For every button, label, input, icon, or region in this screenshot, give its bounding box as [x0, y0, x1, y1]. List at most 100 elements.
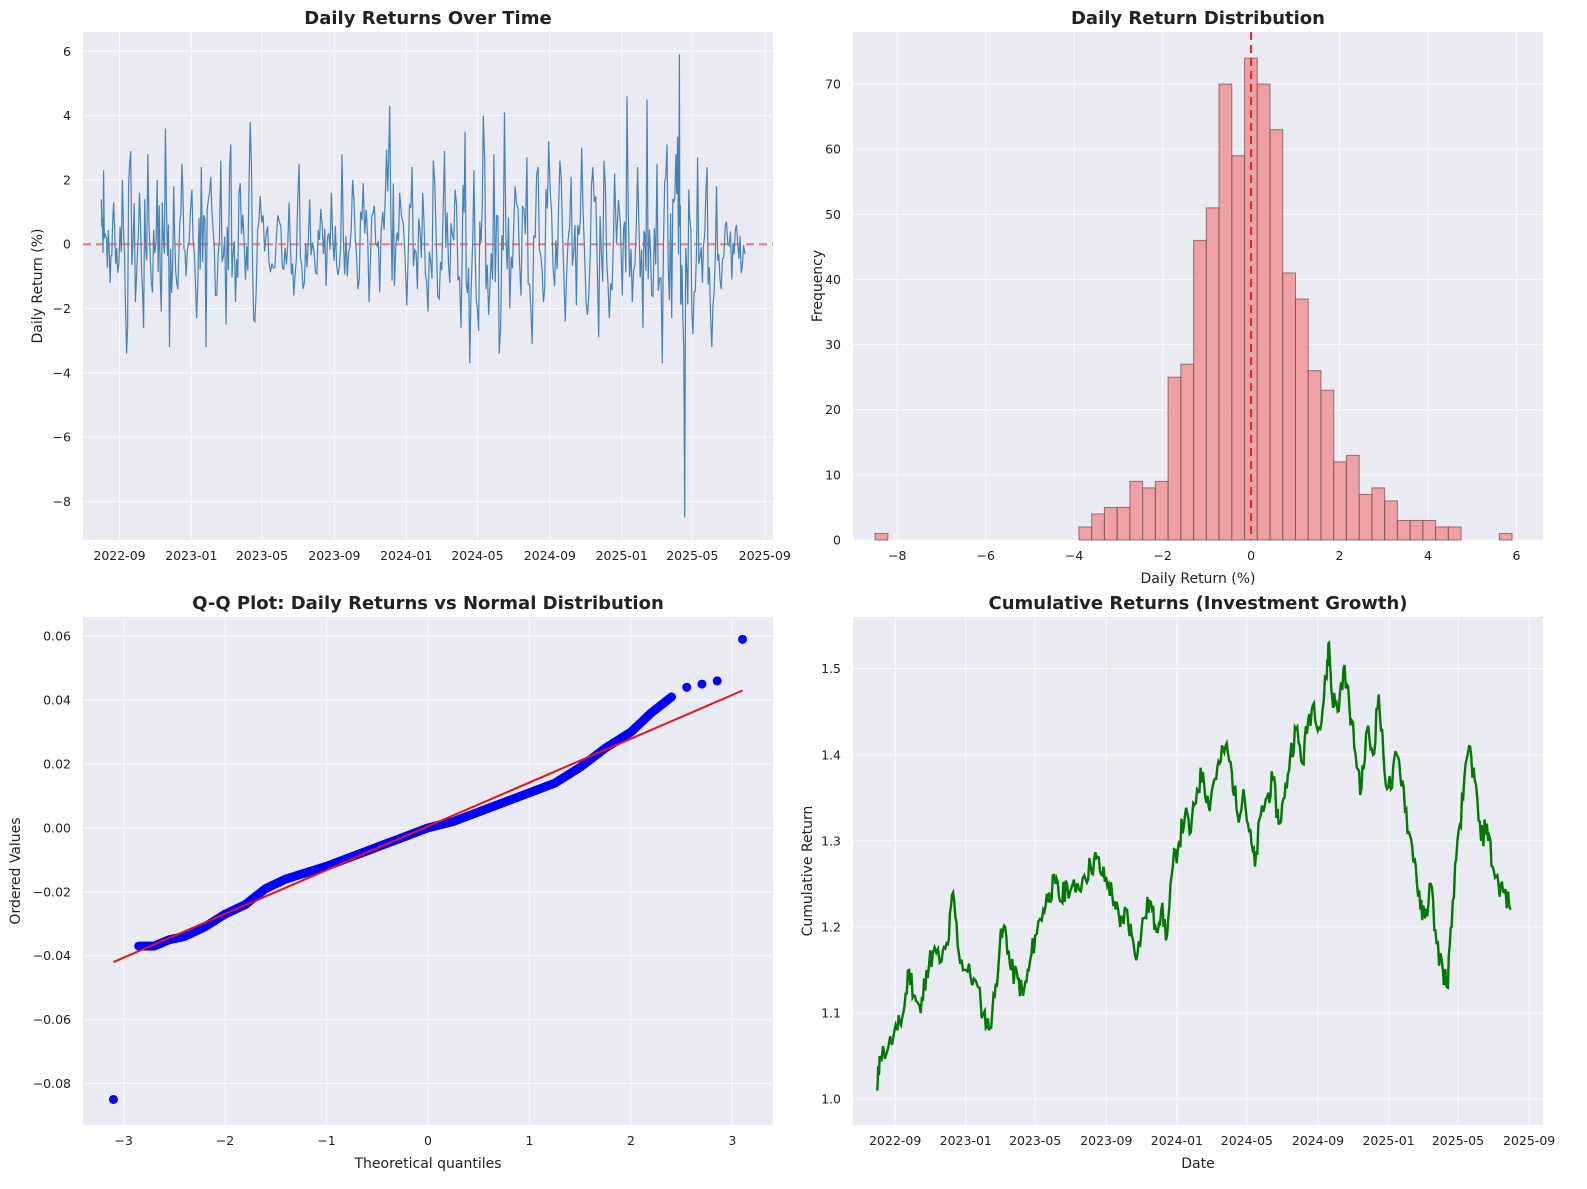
y-tick-label: 1.5 — [821, 661, 841, 676]
y-tick-label: 30 — [825, 337, 841, 352]
y-tick-label: −8 — [53, 494, 71, 509]
qq-point — [697, 679, 707, 689]
histogram-bar — [1180, 363, 1195, 541]
y-tick-label: 0.02 — [43, 756, 71, 771]
qq-point — [738, 634, 748, 644]
y-tick-label: 0.06 — [43, 629, 71, 644]
y-tick-label: 50 — [825, 207, 841, 222]
chart-title: Daily Return Distribution — [1071, 8, 1325, 29]
x-tick-label: 2025-09 — [739, 548, 791, 563]
x-tick-label: 2023-01 — [940, 1133, 992, 1148]
histogram-bar — [1116, 506, 1131, 541]
y-tick-label: 10 — [825, 467, 841, 482]
x-tick-label: 2024-09 — [1292, 1133, 1344, 1148]
y-tick-label: 1.3 — [821, 833, 841, 848]
y-tick-label: −0.06 — [33, 1012, 71, 1027]
histogram-bar — [1333, 461, 1347, 541]
qq-point — [667, 692, 677, 702]
y-tick-label: 1.0 — [821, 1092, 841, 1107]
y-tick-label: −2 — [53, 301, 71, 316]
x-tick-label: 2023-01 — [165, 548, 217, 563]
x-tick-label: 0 — [1247, 548, 1255, 563]
x-tick-label: 4 — [1424, 548, 1432, 563]
histogram-bar — [1103, 506, 1118, 541]
qq-fit-line — [113, 689, 743, 963]
histogram-bar — [1409, 519, 1424, 541]
y-tick-label: 2 — [63, 172, 71, 187]
histogram-bar — [1384, 500, 1398, 541]
y-axis-label: Cumulative Return — [800, 806, 816, 937]
y-tick-label: −0.02 — [33, 884, 71, 899]
x-tick-label: 2024-01 — [1151, 1133, 1203, 1148]
returns-series-line — [100, 54, 747, 518]
x-tick-label: −1 — [317, 1133, 335, 1148]
y-axis-label: Frequency — [810, 250, 826, 322]
histogram-bar — [1256, 83, 1271, 541]
histogram-bar — [1498, 532, 1513, 541]
x-tick-label: 2 — [627, 1133, 635, 1148]
y-tick-label: 70 — [825, 77, 841, 92]
histogram-bar — [1078, 526, 1093, 541]
plot-area — [853, 617, 1543, 1125]
x-tick-label: −4 — [1065, 548, 1083, 563]
histogram-bar — [1154, 480, 1169, 541]
y-tick-label: 60 — [825, 142, 841, 157]
histogram-bar — [874, 532, 889, 541]
y-tick-label: 40 — [825, 272, 841, 287]
histogram-bar — [1435, 526, 1449, 541]
x-tick-label: 6 — [1512, 548, 1520, 563]
y-tick-label: 0.04 — [43, 693, 71, 708]
chart-title: Daily Returns Over Time — [304, 8, 551, 29]
histogram-bar — [1282, 272, 1296, 541]
x-tick-label: 2022-09 — [869, 1133, 921, 1148]
y-tick-label: 0 — [63, 237, 71, 252]
x-tick-label: 2023-05 — [236, 548, 288, 563]
histogram-bar — [1294, 298, 1309, 541]
panel-cumulative-returns: Cumulative Returns (Investment Growth) D… — [800, 593, 1555, 1172]
y-tick-label: −6 — [53, 430, 71, 445]
y-tick-label: 1.1 — [821, 1006, 841, 1021]
panel-daily-returns: Daily Returns Over Time Daily Return (%)… — [30, 8, 791, 563]
histogram-bar — [1358, 493, 1373, 541]
y-tick-label: 0 — [833, 533, 841, 548]
x-tick-label: 2025-09 — [1503, 1133, 1555, 1148]
y-tick-label: 1.4 — [821, 747, 841, 762]
x-tick-label: 2023-05 — [1009, 1133, 1061, 1148]
y-tick-label: 6 — [63, 44, 71, 59]
y-tick-label: 1.2 — [821, 919, 841, 934]
x-tick-label: −2 — [216, 1133, 234, 1148]
y-axis-label: Daily Return (%) — [30, 228, 46, 343]
histogram-bar — [1345, 454, 1360, 541]
histogram-bar — [1167, 376, 1182, 541]
histogram-bar — [1447, 526, 1462, 541]
x-tick-label: 2024-05 — [451, 548, 503, 563]
histogram-bar — [1307, 370, 1322, 541]
x-tick-label: −3 — [114, 1133, 132, 1148]
y-tick-label: −0.08 — [33, 1076, 71, 1091]
histogram-bar — [1218, 83, 1233, 541]
histogram-bar — [1396, 519, 1411, 541]
x-tick-label: 0 — [424, 1133, 432, 1148]
x-tick-label: 2024-01 — [380, 548, 432, 563]
chart-title: Cumulative Returns (Investment Growth) — [989, 593, 1408, 614]
x-tick-label: −6 — [976, 548, 994, 563]
y-tick-label: 20 — [825, 402, 841, 417]
chart-title: Q-Q Plot: Daily Returns vs Normal Distri… — [192, 593, 664, 614]
y-tick-label: 4 — [63, 108, 71, 123]
x-tick-label: 2 — [1336, 548, 1344, 563]
y-tick-label: −0.04 — [33, 948, 71, 963]
histogram-bar — [1142, 487, 1156, 541]
histogram-bar — [1091, 513, 1105, 541]
histogram-bar — [1422, 519, 1437, 541]
qq-point — [682, 682, 692, 692]
y-tick-label: 0.00 — [43, 820, 71, 835]
x-tick-label: 2025-05 — [1432, 1133, 1484, 1148]
x-tick-label: −2 — [1153, 548, 1171, 563]
histogram-bar — [1205, 207, 1220, 541]
x-tick-label: 2022-09 — [93, 548, 145, 563]
x-tick-label: 2024-09 — [524, 548, 576, 563]
panel-qq-plot: Q-Q Plot: Daily Returns vs Normal Distri… — [8, 593, 773, 1172]
qq-point — [712, 676, 722, 686]
cumulative-series-line — [876, 640, 1512, 1091]
